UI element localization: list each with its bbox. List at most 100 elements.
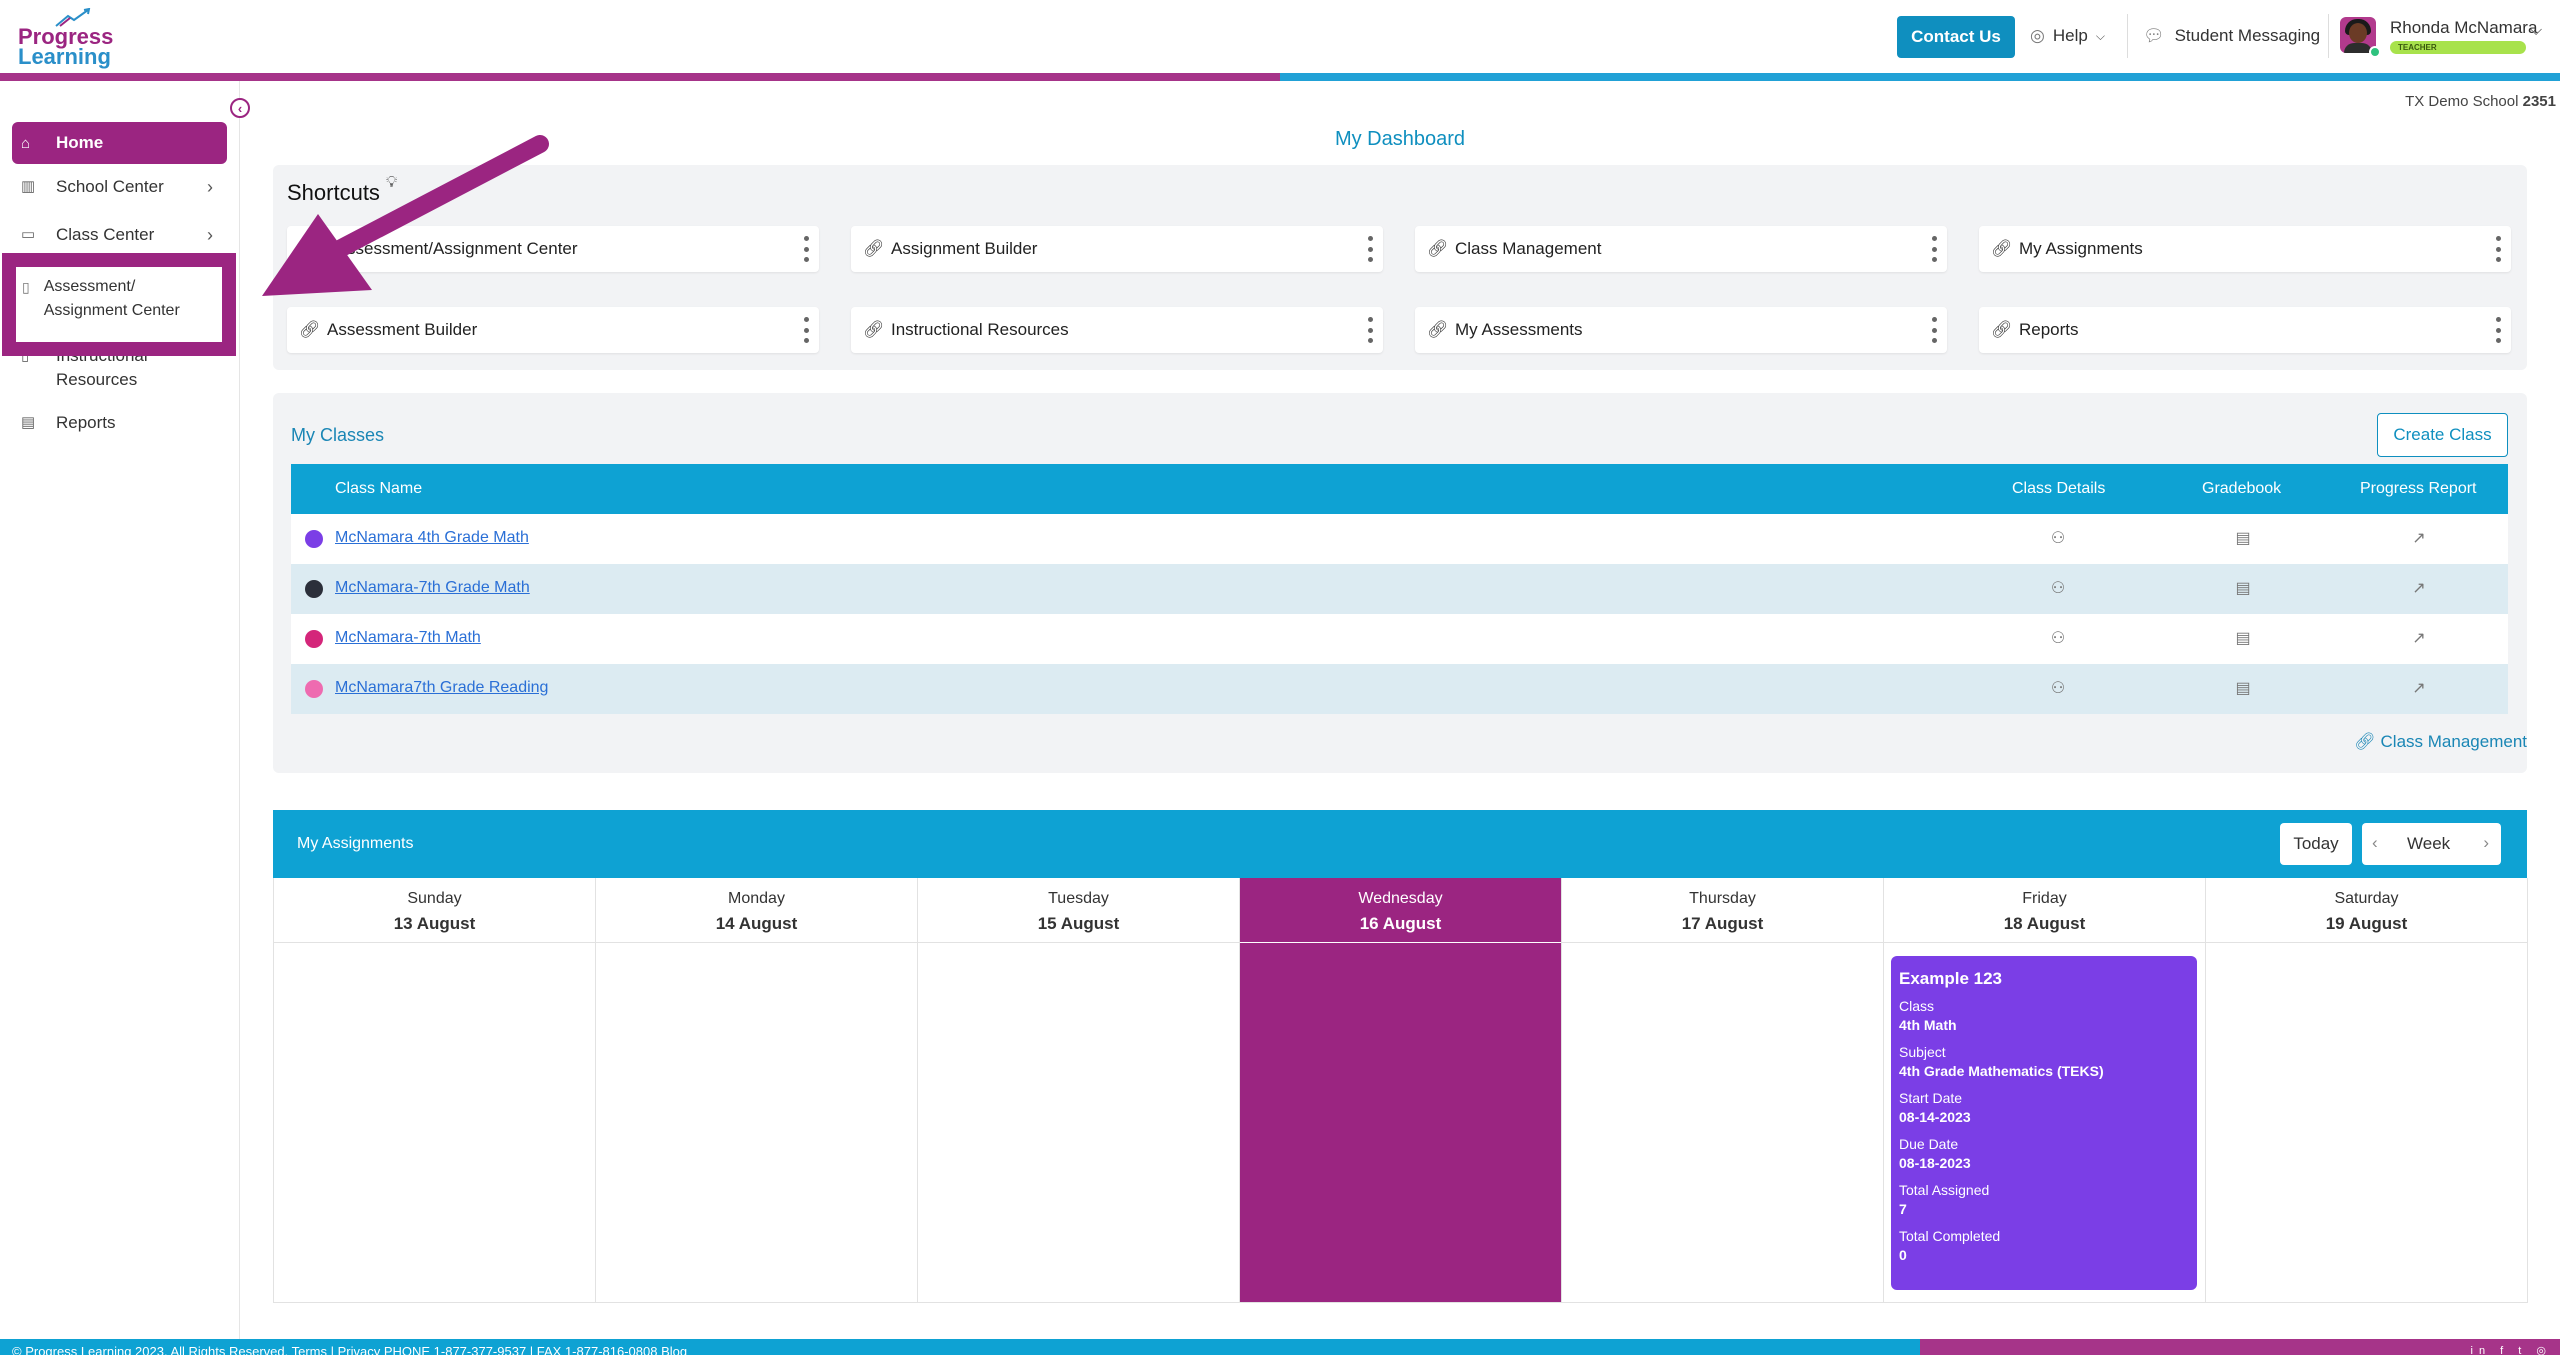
gradebook-icon[interactable]: ▤ <box>2235 530 2251 547</box>
header-divider <box>2328 14 2329 58</box>
more-options-icon[interactable] <box>803 317 809 343</box>
contact-us-button[interactable]: Contact Us <box>1897 16 2015 58</box>
collapse-sidebar-icon[interactable]: ‹ <box>230 98 250 118</box>
class-details-icon[interactable]: ⚇ <box>2050 630 2066 647</box>
shortcut-label: Assignment Builder <box>891 239 1038 258</box>
class-color-dot <box>305 630 323 648</box>
class-details-icon[interactable]: ⚇ <box>2050 580 2066 597</box>
assignment-event-card[interactable]: Example 123 Class 4th Math Subject 4th G… <box>1891 956 2197 1290</box>
lightbulb-icon[interactable]: 💡︎ <box>386 174 398 191</box>
shortcut-assessment-assignment-center[interactable]: ssessment/Assignment Center <box>287 226 819 272</box>
shortcut-label: My Assignments <box>2019 239 2143 258</box>
chevron-right-icon[interactable]: › <box>2483 833 2489 852</box>
class-details-icon[interactable]: ⚇ <box>2050 680 2066 697</box>
day-date: 14 August <box>715 914 798 933</box>
class-details-icon[interactable]: ⚇ <box>2050 530 2066 547</box>
chevron-down-icon[interactable]: ⌵ <box>2530 22 2543 39</box>
calendar-week-grid: Sunday 13 August Monday 14 August Tuesday 1… <box>273 878 2528 1303</box>
event-completed-label: Total Completed <box>1899 1228 2001 1244</box>
student-messaging-link[interactable]: 💬︎ Student Messaging <box>2143 18 2320 54</box>
footer-text: © Progress Learning 2023. All Rights Res… <box>12 1344 688 1359</box>
footer-bar-left <box>0 1339 1920 1355</box>
help-label: Help <box>2052 26 2088 45</box>
my-classes-title: My Classes <box>291 425 385 445</box>
column-header-class-name[interactable]: Class Name <box>335 480 423 497</box>
event-subject-label: Subject <box>1899 1044 1946 1060</box>
week-view-label[interactable]: Week <box>2407 834 2451 853</box>
day-name: Sunday <box>407 890 462 907</box>
sidebar-item-assessment-assignment-center[interactable]: ▯ Assessment/Assignment Center <box>22 275 180 323</box>
sidebar-item-reports[interactable]: ▤ Reports <box>12 413 227 433</box>
shortcut-my-assessments[interactable]: 🔗︎ My Assessments <box>1415 307 1947 353</box>
column-header-progress-report: Progress Report <box>2360 480 2477 497</box>
class-name-link[interactable]: McNamara-7th Math <box>335 629 481 646</box>
day-name: Friday <box>2022 890 2067 907</box>
event-assigned-value: 7 <box>1899 1201 1907 1217</box>
gradebook-icon[interactable]: ▤ <box>2235 680 2251 697</box>
day-name: Saturday <box>2334 890 2399 907</box>
sidebar-item-school-center[interactable]: ▥ School Center › <box>12 177 227 197</box>
user-name[interactable]: Rhonda McNamara <box>2390 18 2538 37</box>
pointer-arrow-annotation <box>262 135 549 296</box>
gradebook-icon[interactable]: ▤ <box>2235 630 2251 647</box>
shortcut-instructional-resources[interactable]: 🔗︎ Instructional Resources <box>851 307 1383 353</box>
shortcut-label: ssessment/Assignment Center <box>347 239 578 258</box>
brand-bar-right <box>1280 73 2560 81</box>
class-color-dot <box>305 680 323 698</box>
day-column-saturday[interactable]: Saturday 19 August <box>2206 878 2528 1303</box>
more-options-icon[interactable] <box>2495 317 2501 343</box>
class-name-link[interactable]: McNamara 4th Grade Math <box>335 529 529 546</box>
more-options-icon[interactable] <box>1367 317 1373 343</box>
gradebook-icon[interactable]: ▤ <box>2235 580 2251 597</box>
table-row: McNamara 4th Grade Math ⚇ ▤ ↗ <box>291 514 2508 564</box>
calendar-bottom-border <box>273 1302 2527 1303</box>
sidebar-item-label: Home <box>56 133 104 152</box>
day-column-wednesday[interactable]: Wednesday 16 August <box>1240 878 1562 1303</box>
progress-chart-icon[interactable]: ↗ <box>2412 580 2426 597</box>
chevron-down-icon: ⌵ <box>2095 28 2105 43</box>
link-icon: 🔗︎ <box>299 320 321 339</box>
more-options-icon[interactable] <box>2495 236 2501 262</box>
more-options-icon[interactable] <box>803 236 809 262</box>
create-class-button[interactable]: Create Class <box>2377 413 2508 457</box>
report-icon: ▤ <box>21 414 36 431</box>
day-date: 17 August <box>1681 914 1764 933</box>
more-options-icon[interactable] <box>1931 236 1937 262</box>
class-name-link[interactable]: McNamara7th Grade Reading <box>335 679 549 696</box>
day-column-thursday[interactable]: Thursday 17 August <box>1562 878 1884 1303</box>
shortcut-reports[interactable]: 🔗︎ Reports <box>1979 307 2511 353</box>
link-icon: 🔗︎ <box>2354 732 2381 751</box>
more-options-icon[interactable] <box>1931 317 1937 343</box>
building-icon: ▥ <box>21 178 36 195</box>
progress-chart-icon[interactable]: ↗ <box>2412 680 2426 697</box>
class-name-link[interactable]: McNamara-7th Grade Math <box>335 579 530 596</box>
day-column-monday[interactable]: Monday 14 August <box>596 878 918 1303</box>
sidebar-item-home[interactable]: ⌂ Home <box>12 122 227 164</box>
calendar-title: My Assignments <box>297 835 414 852</box>
day-column-sunday[interactable]: Sunday 13 August <box>274 878 596 1303</box>
table-header: Class Name Class Details Gradebook Progr… <box>291 464 2508 514</box>
school-label: TX Demo School 2351 <box>2405 93 2556 110</box>
highlight-callout-box: ▯ Assessment/Assignment Center <box>2 253 236 356</box>
progress-learning-logo[interactable]: Progress Learning <box>14 8 113 68</box>
day-column-friday[interactable]: Friday 18 August <box>1884 878 2206 1303</box>
progress-chart-icon[interactable]: ↗ <box>2412 530 2426 547</box>
shortcut-class-management[interactable]: 🔗︎ Class Management <box>1415 226 1947 272</box>
progress-chart-icon[interactable]: ↗ <box>2412 630 2426 647</box>
chevron-left-icon[interactable]: ‹ <box>2372 833 2378 852</box>
shortcut-my-assignments[interactable]: 🔗︎ My Assignments <box>1979 226 2511 272</box>
today-button[interactable]: Today <box>2280 823 2352 865</box>
day-date: 19 August <box>2325 914 2408 933</box>
social-icons[interactable]: in f t ◎ <box>2470 1345 2552 1357</box>
sidebar-item-label: Class Center <box>56 225 155 244</box>
class-management-link[interactable]: 🔗︎ Class Management <box>2354 732 2527 751</box>
more-options-icon[interactable] <box>1367 236 1373 262</box>
sidebar-item-class-center[interactable]: ▭ Class Center › <box>12 225 227 245</box>
day-column-tuesday[interactable]: Tuesday 15 August <box>918 878 1240 1303</box>
classes-table: Class Name Class Details Gradebook Progr… <box>291 464 2508 714</box>
sidebar-item-label: Assessment/Assignment Center <box>43 278 180 319</box>
shortcut-assessment-builder[interactable]: 🔗︎ Assessment Builder <box>287 307 819 353</box>
event-class-value: 4th Math <box>1899 1017 1957 1033</box>
help-menu[interactable]: ◎ Help ⌵ <box>2030 18 2105 54</box>
shortcut-assignment-builder[interactable]: 🔗︎ Assignment Builder <box>851 226 1383 272</box>
